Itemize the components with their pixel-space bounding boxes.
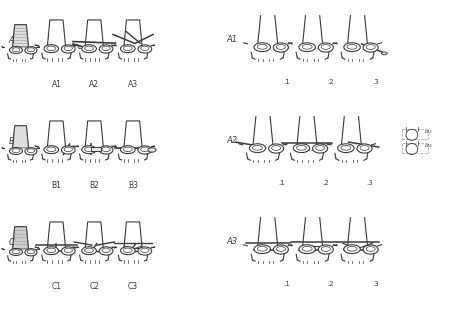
Text: A2: A2 [227, 136, 238, 145]
Ellipse shape [273, 43, 288, 52]
Ellipse shape [318, 245, 333, 254]
Ellipse shape [344, 245, 360, 254]
Text: C3: C3 [128, 282, 138, 291]
Text: B3: B3 [128, 181, 138, 190]
Ellipse shape [357, 144, 372, 153]
Ellipse shape [99, 45, 113, 53]
Ellipse shape [273, 245, 288, 254]
Text: .2: .2 [328, 79, 334, 85]
Ellipse shape [344, 43, 360, 52]
Ellipse shape [99, 247, 113, 255]
Ellipse shape [99, 146, 113, 154]
Text: .1: .1 [283, 281, 290, 287]
Ellipse shape [82, 45, 96, 53]
Text: B1: B1 [52, 181, 62, 190]
Text: .3: .3 [373, 79, 379, 85]
Ellipse shape [138, 247, 152, 255]
Ellipse shape [120, 146, 135, 154]
Text: A3: A3 [128, 80, 138, 89]
Text: C2: C2 [89, 282, 99, 291]
Text: A3: A3 [227, 237, 238, 246]
Text: $\alpha_2$: $\alpha_2$ [424, 128, 432, 136]
Bar [402, 143, 428, 153]
Ellipse shape [254, 43, 271, 52]
Ellipse shape [44, 247, 59, 255]
Ellipse shape [120, 45, 135, 53]
Ellipse shape [82, 146, 96, 154]
Ellipse shape [249, 144, 266, 152]
Ellipse shape [337, 144, 354, 152]
Ellipse shape [318, 43, 333, 52]
Text: .2: .2 [328, 281, 334, 287]
Ellipse shape [269, 144, 284, 153]
Ellipse shape [9, 147, 22, 154]
Ellipse shape [25, 148, 37, 155]
Polygon shape [13, 25, 28, 47]
Ellipse shape [9, 249, 22, 256]
Text: .2: .2 [322, 180, 328, 186]
Ellipse shape [299, 245, 315, 254]
Text: A1: A1 [52, 80, 62, 89]
Ellipse shape [25, 47, 37, 54]
Ellipse shape [62, 247, 75, 255]
Ellipse shape [138, 146, 152, 154]
Text: .3: .3 [373, 281, 379, 287]
Ellipse shape [382, 52, 387, 55]
Text: C: C [9, 238, 15, 247]
Polygon shape [13, 126, 28, 148]
Ellipse shape [293, 144, 310, 152]
Bar [402, 129, 428, 139]
Ellipse shape [82, 247, 96, 255]
Text: B2: B2 [89, 181, 99, 190]
Text: C1: C1 [52, 282, 62, 291]
Ellipse shape [138, 45, 152, 53]
Polygon shape [13, 227, 28, 249]
Text: .3: .3 [366, 180, 373, 186]
Text: A: A [9, 36, 15, 45]
Ellipse shape [148, 148, 156, 152]
Text: .1: .1 [278, 180, 285, 186]
Ellipse shape [299, 43, 315, 52]
Ellipse shape [62, 146, 75, 154]
Text: $\alpha_3$: $\alpha_3$ [424, 142, 432, 150]
Ellipse shape [363, 245, 378, 254]
Ellipse shape [44, 45, 59, 53]
Ellipse shape [312, 144, 328, 153]
Ellipse shape [25, 249, 37, 256]
Text: A1: A1 [227, 35, 238, 44]
Ellipse shape [62, 45, 75, 53]
Ellipse shape [254, 245, 271, 254]
Ellipse shape [363, 43, 378, 52]
Bar [91, 146, 100, 151]
Ellipse shape [120, 247, 135, 255]
Ellipse shape [9, 47, 22, 54]
Ellipse shape [44, 146, 59, 154]
Text: B: B [9, 137, 15, 146]
Text: A2: A2 [89, 80, 99, 89]
Text: .1: .1 [283, 79, 290, 85]
Ellipse shape [78, 46, 82, 49]
